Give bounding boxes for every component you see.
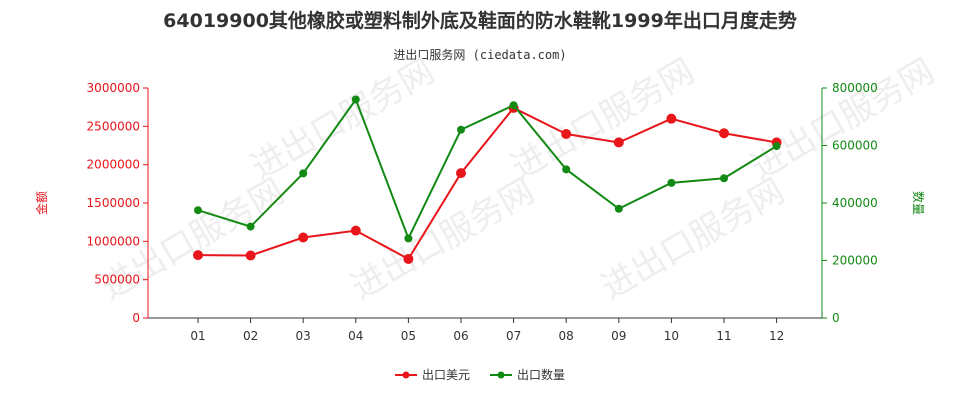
legend-value-label: 出口美元 [422,368,470,382]
left-axis-label: 金额 [34,191,49,215]
quantity-series-point [404,234,413,243]
quantity-series-point [562,165,571,174]
quantity-series-point [667,178,676,187]
x-tick-label: 01 [190,329,205,343]
x-tick-label: 10 [664,329,679,343]
legend: 出口美元 出口数量 [395,367,565,382]
right-axis-tick-label: 200000 [832,254,878,268]
x-tick-label: 03 [296,329,311,343]
left-axis-tick-label: 2000000 [87,158,140,172]
left-axis-tick-label: 2500000 [87,119,140,133]
value-series-point [403,253,414,264]
watermark-text: 进出口服务网 [245,51,442,188]
chart-subtitle: 进出口服务网 (ciedata.com) [393,48,567,62]
legend-value-swatch-dot [402,371,410,379]
quantity-series-point [772,142,781,151]
quantity-series-point [351,95,360,104]
left-axis-tick-label: 1500000 [87,196,140,210]
watermark-text: 进出口服务网 [745,51,942,188]
legend-quantity-swatch-dot [497,371,505,379]
value-series-point [456,168,466,179]
quantity-series-point [509,101,518,110]
value-series-point [561,129,572,139]
value-series-point [245,250,256,261]
value-series-point [613,137,624,148]
right-axis-tick-label: 0 [832,311,840,325]
value-series-point [193,250,203,261]
left-axis-tick-label: 1000000 [87,234,140,248]
right-axis-label: 数量 [911,191,926,215]
left-axis-tick-label: 0 [132,311,140,325]
quantity-series-point [614,204,623,213]
right-axis-tick-label: 400000 [832,196,878,210]
series-layer [193,95,782,264]
x-tick-label: 02 [243,329,258,343]
axes: 01 02 03 04 05 06 07 08 09 10 11 12 0 500000 1000000 15… [34,81,926,343]
quantity-series-point [194,206,202,215]
right-axis-tick-label: 800000 [832,81,878,95]
quantity-series-point [457,125,465,134]
x-tick-label: 08 [559,329,574,343]
x-tick-label: 12 [769,329,784,343]
x-tick-label: 09 [611,329,626,343]
quantity-series-line [197,97,778,241]
right-axis-tick-label: 600000 [832,139,878,153]
value-series-line [197,106,777,261]
value-series-point [350,225,361,236]
quantity-series-point [246,222,255,231]
chart-title: 64019900其他橡胶或塑料制外底及鞋面的防水鞋靴1999年出口月度走势 [163,10,797,32]
legend-quantity-label: 出口数量 [517,367,565,382]
x-tick-label: 11 [716,329,731,343]
x-tick-label: 07 [506,329,521,343]
quantity-series-point [720,174,728,183]
value-series-point [666,113,677,124]
value-series-point [719,128,729,139]
left-axis-tick-label: 500000 [94,273,140,287]
quantity-series-point [299,169,308,178]
x-tick-label: 04 [348,329,363,343]
left-axis-tick-label: 3000000 [87,81,140,95]
watermark-text: 进出口服务网 [595,171,792,308]
x-tick-label: 06 [453,329,468,343]
value-series-point [298,232,309,243]
x-tick-label: 05 [401,329,416,343]
